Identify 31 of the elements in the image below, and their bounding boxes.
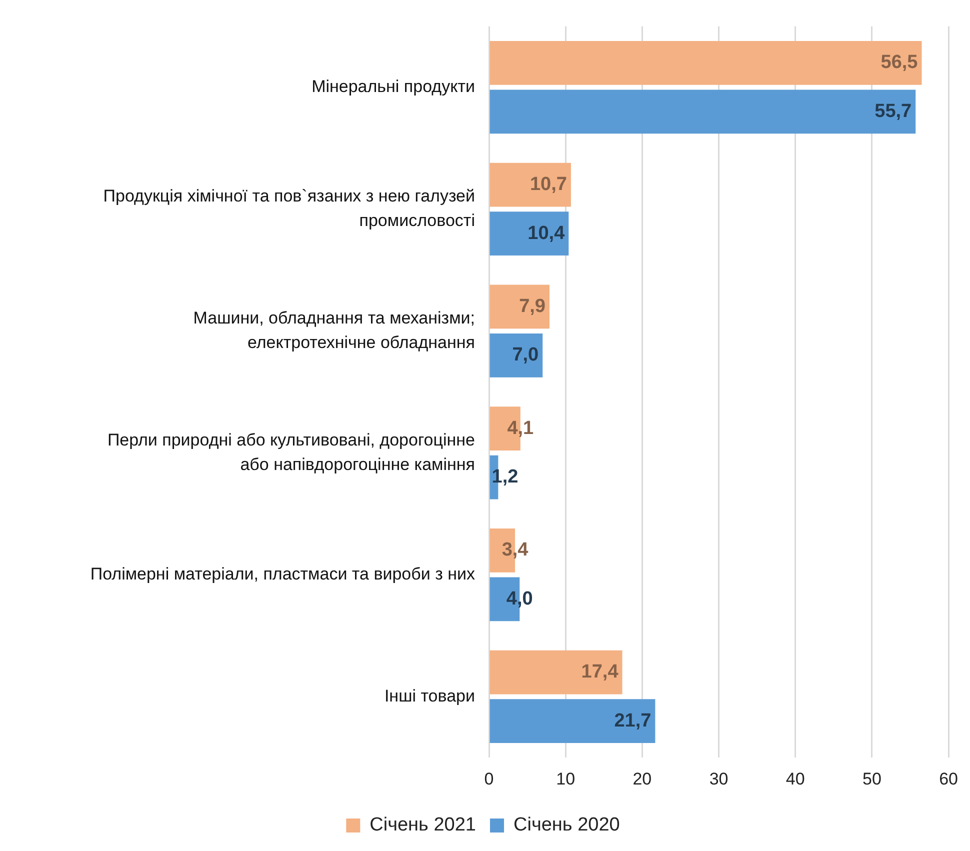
y-tick-label: Машини, обладнання та механізми; електротехнічне обладнання (193, 308, 475, 352)
bar (490, 284, 550, 329)
bar (490, 40, 922, 85)
x-tick-label: 10 (556, 769, 576, 788)
data-label: 10,4 (528, 222, 566, 244)
x-tick-label: 40 (786, 769, 805, 788)
y-tick-label: Перли природні або культивовані, дорогоцінне або напівдорогоцінне каміння (107, 430, 475, 474)
x-tick-label: 0 (484, 769, 494, 788)
bar (490, 90, 916, 134)
y-tick-label: Полімерні матеріали, пластмаси та вироби з них (90, 564, 476, 584)
data-label: 56,5 (880, 52, 918, 74)
bar (490, 650, 622, 694)
y-tick-label: Мінеральні продукти (312, 76, 475, 96)
bar (490, 212, 569, 256)
data-label: 10,7 (530, 174, 567, 195)
x-tick-label: 60 (939, 769, 958, 788)
x-tick-label: 50 (862, 769, 882, 788)
bar (490, 699, 656, 743)
x-tick-label: 20 (632, 769, 652, 788)
data-label: 21,7 (614, 710, 652, 732)
bar (490, 162, 571, 207)
legend-label: Січень 2020 (514, 814, 620, 836)
y-tick-label: Інші товари (384, 686, 475, 706)
data-label: 7,9 (519, 296, 546, 317)
y-tick-label: Продукція хімічної та пов`язаних з нею галузей промисловості (103, 186, 475, 230)
data-label: 7,0 (512, 344, 539, 366)
legend-label: Січень 2021 (370, 814, 476, 836)
data-label: 17,4 (581, 662, 619, 683)
x-tick-label: 30 (709, 769, 728, 788)
bar (490, 333, 543, 378)
data-label: 55,7 (874, 100, 912, 122)
